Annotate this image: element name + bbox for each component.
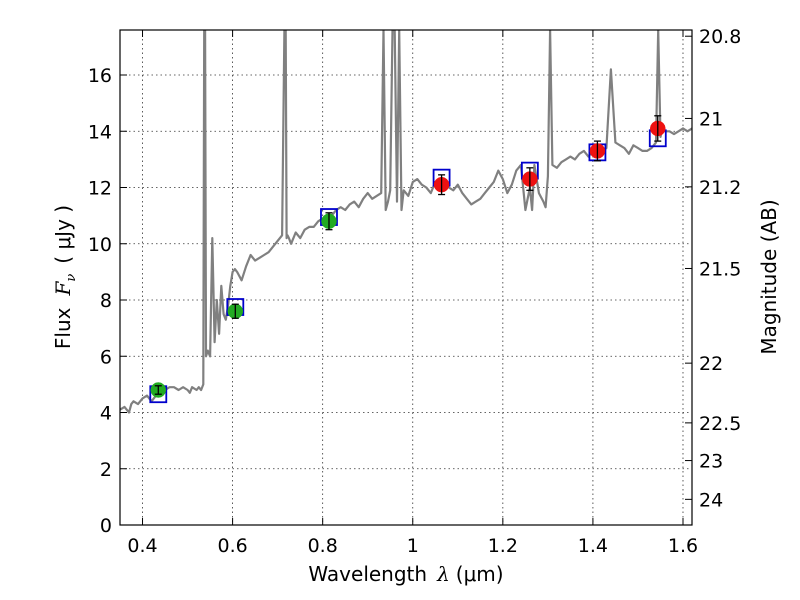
y-axis-title: FluxFν( μJy ) — [51, 205, 79, 349]
mag-tick-label: 21.5 — [699, 258, 741, 280]
x-tick-label: 0.8 — [308, 535, 338, 557]
model-spectrum-line — [120, 30, 692, 414]
mag-tick-label: 23 — [699, 451, 723, 473]
y-tick-label: 12 — [88, 178, 112, 200]
y-tick-label: 14 — [88, 121, 112, 143]
axis-ticks: 0.4 0.6 0.8 1 1.2 1.4 1.6024681012141620.82121… — [88, 26, 742, 557]
x-tick-label: 0.6 — [217, 535, 247, 557]
y-tick-label: 16 — [88, 65, 112, 87]
x-tick-label: 1 — [407, 535, 419, 557]
y-tick-label: 4 — [100, 403, 112, 425]
y-tick-label: 8 — [100, 290, 112, 312]
mag-tick-label: 20.8 — [699, 26, 741, 48]
plot-frame — [119, 29, 693, 526]
y-tick-label: 6 — [100, 346, 112, 368]
x-tick-label: 0.4 — [127, 535, 157, 557]
x-tick-label: 1.4 — [578, 535, 608, 557]
y-tick-label: 2 — [100, 459, 112, 481]
x-axis-title: Wavelength λ (μm) — [308, 562, 503, 586]
x-tick-label: 1.6 — [668, 535, 698, 557]
mag-tick-label: 22 — [699, 353, 723, 375]
plot-area — [120, 30, 692, 414]
mag-tick-label: 22.5 — [699, 413, 741, 435]
y-tick-label: 10 — [88, 234, 112, 256]
mag-tick-label: 21 — [699, 108, 723, 130]
y-tick-label: 0 — [100, 515, 112, 537]
mag-tick-label: 21.2 — [699, 177, 741, 199]
right-axis-title: Magnitude (AB) — [757, 199, 781, 354]
mag-tick-label: 24 — [699, 489, 723, 511]
x-tick-label: 1.2 — [488, 535, 518, 557]
